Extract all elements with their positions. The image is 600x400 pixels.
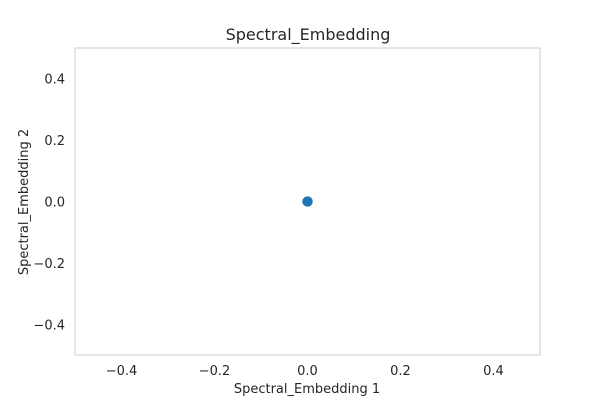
x-tick-label: 0.0 [297, 364, 318, 379]
x-tick-label: −0.2 [199, 364, 231, 379]
y-tick-label: 0.2 [44, 134, 65, 149]
x-axis-label: Spectral_Embedding 1 [234, 382, 380, 397]
x-axis-ticks: −0.4 −0.2 0.0 0.2 0.4 [106, 364, 504, 379]
y-tick-label: 0.0 [44, 196, 65, 211]
y-tick-label: 0.4 [44, 73, 65, 88]
plot-area-frame [74, 47, 541, 356]
chart-title: Spectral_Embedding [226, 25, 391, 45]
scatter-points [302, 196, 313, 207]
scatter-point [302, 196, 313, 207]
y-axis-label: Spectral_Embedding 2 [17, 129, 32, 275]
x-tick-label: −0.4 [106, 364, 138, 379]
y-axis-ticks: −0.4 −0.2 0.0 0.2 0.4 [33, 73, 65, 334]
y-tick-label: −0.2 [33, 257, 65, 272]
x-tick-label: 0.2 [390, 364, 411, 379]
y-tick-label: −0.4 [33, 318, 65, 333]
x-tick-label: 0.4 [483, 364, 504, 379]
